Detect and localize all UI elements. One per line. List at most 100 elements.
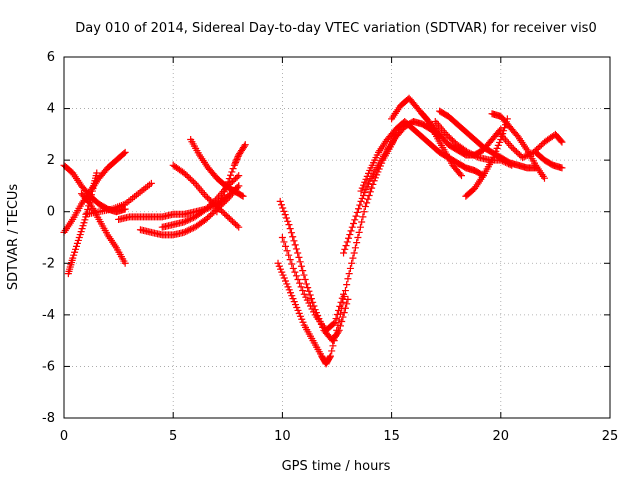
data-point <box>228 217 236 225</box>
data-point <box>342 242 350 250</box>
data-point <box>469 151 477 159</box>
data-point <box>230 161 238 169</box>
data-point <box>286 225 294 233</box>
data-point <box>74 236 82 244</box>
data-point <box>501 124 509 132</box>
data-point <box>294 275 302 283</box>
data-point <box>526 150 534 158</box>
data-point <box>233 155 241 163</box>
data-point <box>277 201 285 209</box>
data-point <box>348 259 356 267</box>
data-point <box>345 234 353 242</box>
data-point <box>366 188 374 196</box>
data-point <box>363 172 371 180</box>
data-point <box>494 141 502 149</box>
data-point <box>202 205 210 213</box>
data-point <box>496 138 504 146</box>
data-point <box>303 296 311 304</box>
data-point <box>85 199 93 207</box>
data-point <box>219 208 227 216</box>
data-point <box>346 264 354 272</box>
data-point <box>341 287 349 295</box>
data-point <box>349 254 357 262</box>
data-point <box>300 290 308 298</box>
data-point <box>283 247 291 255</box>
data-point <box>279 204 287 212</box>
data-point <box>77 228 85 236</box>
data-point <box>233 154 241 162</box>
data-point <box>188 225 196 233</box>
data-point <box>282 277 290 285</box>
data-point <box>516 151 524 159</box>
data-point <box>558 164 566 172</box>
data-point <box>473 153 481 161</box>
data-point <box>292 301 300 309</box>
data-point <box>305 299 313 307</box>
data-point <box>348 223 356 231</box>
x-tick-label: 15 <box>383 429 400 444</box>
data-point <box>235 223 243 231</box>
data-point <box>233 222 241 230</box>
data-point <box>326 352 334 360</box>
data-point <box>208 210 216 218</box>
data-point <box>361 203 369 211</box>
data-point <box>305 287 313 295</box>
y-tick-label: 2 <box>47 153 55 168</box>
data-point <box>369 180 377 188</box>
data-point <box>534 144 542 152</box>
data-point <box>214 204 222 212</box>
data-point <box>228 168 236 176</box>
data-point <box>346 231 354 239</box>
data-point <box>227 171 235 179</box>
data-point <box>360 192 368 200</box>
data-point <box>523 151 531 159</box>
data-point <box>232 175 240 183</box>
data-point <box>290 298 298 306</box>
data-point <box>365 180 373 188</box>
data-point <box>239 192 247 200</box>
data-point <box>292 272 300 280</box>
data-point <box>336 302 344 310</box>
x-tick-label: 25 <box>602 429 619 444</box>
y-tick-label: -2 <box>42 256 55 271</box>
y-axis-label: SDTVAR / TECUs <box>6 184 21 291</box>
data-point <box>215 201 223 209</box>
data-point <box>213 208 221 216</box>
data-point <box>514 149 522 157</box>
data-point <box>358 194 366 202</box>
data-point <box>186 175 194 183</box>
data-point <box>70 251 78 259</box>
data-point <box>520 153 528 161</box>
data-point <box>294 306 302 314</box>
grid-lines <box>64 57 610 418</box>
data-point <box>306 291 314 299</box>
data-point <box>291 241 299 249</box>
data-point <box>330 320 338 328</box>
data-point <box>183 217 191 225</box>
data-point <box>357 187 365 195</box>
x-tick-label: 20 <box>493 429 510 444</box>
data-point <box>185 173 193 181</box>
data-point <box>448 136 456 144</box>
data-point <box>71 248 79 256</box>
data-point <box>185 216 193 224</box>
data-point <box>522 152 530 160</box>
data-point <box>75 234 83 241</box>
data-point <box>360 208 368 216</box>
data-point <box>73 239 81 247</box>
data-point <box>292 245 300 253</box>
data-point <box>297 262 305 270</box>
data-point <box>509 145 517 153</box>
x-tick-label: 5 <box>169 429 177 444</box>
data-point <box>344 295 352 303</box>
data-point <box>204 204 212 212</box>
axes: -8 -6 -4 -2 0 2 4 6 0 5 10 15 20 25 <box>42 50 618 444</box>
data-point <box>93 169 101 177</box>
data-point <box>506 141 514 149</box>
data-point <box>299 318 307 326</box>
data-point <box>194 183 202 191</box>
data-point <box>289 295 297 303</box>
data-point <box>361 178 369 186</box>
data-point <box>207 211 215 219</box>
data-point <box>362 186 370 194</box>
